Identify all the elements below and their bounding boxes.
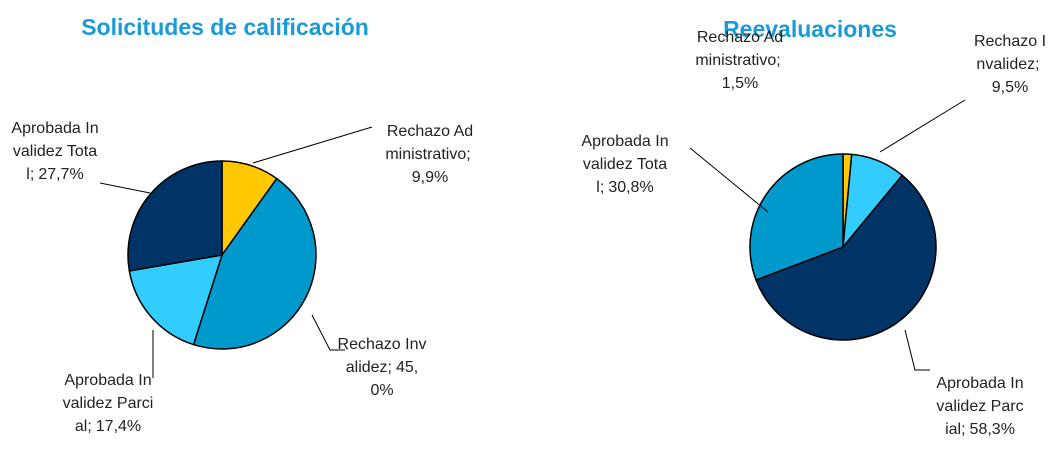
chart-title: Reevaluaciones	[723, 16, 897, 42]
pie-slice	[192, 177, 317, 350]
leader-line	[689, 147, 769, 213]
leader-line	[99, 182, 151, 194]
data-label: Rechazo Administrativo 9,9%	[385, 120, 475, 189]
data-label: Aprobada Invalidez Total27,7%	[8, 117, 103, 186]
category-label: Rechazo Administrativo	[695, 29, 783, 69]
leader-line	[879, 99, 966, 153]
data-label: Aprobada Invalidez Total30,8%	[580, 130, 670, 199]
value-label: 17,4%	[95, 418, 142, 435]
value-label: 30,8%	[608, 179, 654, 196]
value-label: 1,5%	[721, 75, 759, 92]
pie-slice	[128, 254, 224, 346]
leader-line	[252, 126, 373, 164]
data-label: Aprobada Invalidez Parcial58,3%	[935, 372, 1025, 441]
value-label: 45,0%	[370, 359, 419, 399]
value-label: 27,7%	[38, 166, 84, 183]
leader-line	[311, 314, 345, 351]
pie-slice	[749, 153, 844, 281]
data-label: Rechazo Invalidez45,0%	[337, 333, 427, 402]
data-label: Rechazo Administrativo 1,5%	[695, 26, 785, 95]
chart-title: Solicitudes de calificación	[81, 14, 369, 40]
pie-slice	[127, 160, 223, 272]
pie-slice	[755, 174, 937, 341]
leader-line	[904, 329, 930, 371]
category-label: Rechazo Administrativo	[385, 123, 473, 163]
data-label: Rechazo Invalidez 9,5%	[970, 30, 1050, 99]
value-label: 9,5%	[991, 79, 1029, 96]
data-label: Aprobada Invalidez Parcial17,4%	[61, 369, 156, 438]
value-label: 9,9%	[411, 169, 449, 186]
value-label: 58,3%	[969, 421, 1015, 438]
category-label: Rechazo Invalidez	[974, 33, 1046, 73]
